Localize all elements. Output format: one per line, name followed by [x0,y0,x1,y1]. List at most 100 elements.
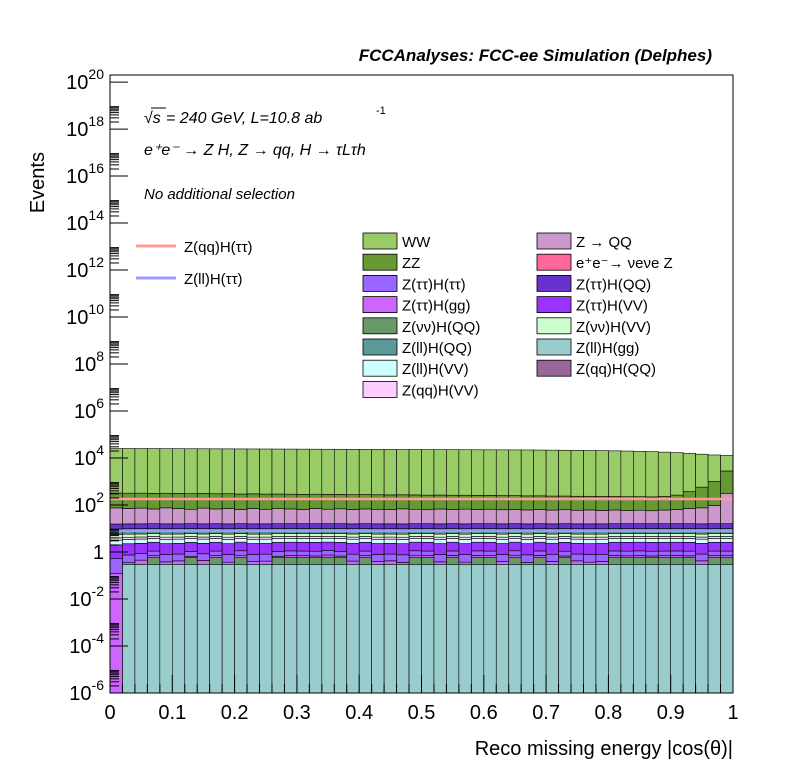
bar-ww [209,448,223,495]
y-tick-label: 1016 [66,160,104,188]
bar-z-h-qq- [184,556,198,565]
bar-z-h-qq- [296,523,310,529]
bar-z-h-vv- [184,542,198,552]
bar-zz [172,493,186,509]
bar-z-h- [147,550,161,556]
bar-z-qq-h-vv- [122,536,136,540]
bar-z-h-vv- [234,533,248,537]
bar-z-h-gg- [246,561,260,565]
bar-z-h-qq- [558,523,572,529]
bar-z-ll-h-vv- [433,538,447,544]
bar-z-qq-h-vv- [246,536,260,540]
x-tick-label: 0 [104,702,115,724]
bar-zz [371,494,385,510]
x-tick-label: 0.7 [532,702,560,724]
legend-swatch [362,253,398,271]
bar-z-h- [595,553,609,562]
bar-z-h- [570,553,584,562]
bar-z-ll-h-gg- [147,563,161,694]
y-tick-label: 106 [74,395,104,423]
bar-z-h- [321,550,335,556]
legend-entry: Z(ll)H(VV) [402,361,469,378]
bar-ww [558,449,572,497]
legend-swatch [362,317,398,335]
x-tick-label: 0.2 [221,702,249,724]
bar-z-h-vv- [570,543,584,555]
bar-z-ll-h-gg- [483,563,497,694]
bar-z-h-qq- [583,523,597,530]
bar-z-h-vv- [595,543,609,555]
bar-z-h-vv- [495,533,510,538]
bar-z-h- [695,553,709,562]
bar-zz [246,493,260,509]
bar-z-qq [433,508,447,525]
bar-z-h-vv- [172,533,186,538]
bar-z-h-qq- [633,556,647,565]
legend-entry: Z → QQ [576,234,632,251]
bar-z-ll-h-vv- [508,538,522,543]
chart-title: FCCAnalyses: FCC-ee Simulation (Delphes) [359,46,713,65]
bar-zz [695,486,709,509]
bar-z-ll-h-vv- [309,538,323,543]
bar-z-h-vv- [209,533,223,537]
bar-z-h-qq- [271,556,285,565]
bar-z-h-qq- [645,556,659,565]
bar-z-h-vv- [184,533,198,537]
legend-swatch [362,296,398,314]
bar-ww [707,454,721,482]
bar-zz [134,492,148,509]
bar-z-h-vv- [358,541,372,552]
y-tick-label: 1010 [66,301,104,329]
bar-z-h-gg- [595,561,609,565]
bar-z-h-qq- [209,523,223,529]
bar-ww [371,449,385,496]
bar-z-h-vv- [209,541,223,552]
bar-z-h-gg- [433,561,447,565]
bar-z-h- [645,550,659,557]
bar-z-h-qq- [234,523,248,529]
bar-z-h-qq- [608,556,622,565]
bar-z-h-vv- [545,533,559,538]
bar-z-h-vv- [259,533,273,538]
bar-z-h-gg- [221,561,235,565]
bar-z-h-qq- [558,556,572,565]
bar-z-h-qq- [346,523,360,530]
bar-z-h-vv- [396,543,410,556]
bar-z-h-gg- [545,561,559,565]
bar-z-ll-h-gg- [196,563,210,694]
bar-z-h-vv- [520,543,534,556]
bar-z-qq-h-vv- [221,536,235,540]
bar-z-qq [358,508,372,524]
legend-swatch [536,232,572,250]
bar-z-h-vv- [134,542,148,554]
legend-swatch [362,380,398,398]
legend-swatch [362,359,398,377]
bar-z-qq [458,508,472,525]
bar-z-ll-h-gg- [495,563,510,694]
bar-zz [321,494,335,510]
bar-z-qq-h-vv- [134,536,148,540]
bar-z-ll-h-vv- [221,539,235,544]
y-tick-label: 10-4 [69,630,104,658]
bar-z-h- [309,550,323,557]
bar-z-h- [670,550,684,556]
legend-entry: Z(qq)H(QQ) [576,361,656,378]
bar-z-qq [246,508,260,525]
bar-z-qq-h-vv- [196,536,210,540]
bar-z-h-qq- [421,556,435,565]
bar-z-h- [221,554,235,563]
bar-z-h-qq- [483,523,497,529]
bar-z-h- [433,554,447,563]
bar-z-h-vv- [371,533,385,538]
bar-ww [570,450,584,497]
bar-zz [259,493,273,510]
bar-z-h-qq- [657,556,671,565]
bar-z-qq [421,509,435,524]
bar-z-qq [209,508,223,524]
bar-z-h-qq- [483,556,497,565]
bar-z-ll-h-gg- [583,563,597,694]
bar-z-h-vv- [633,533,647,537]
bar-z-h-vv- [608,541,622,552]
bar-z-ll-h-gg- [172,563,186,694]
bar-zz [670,494,684,510]
